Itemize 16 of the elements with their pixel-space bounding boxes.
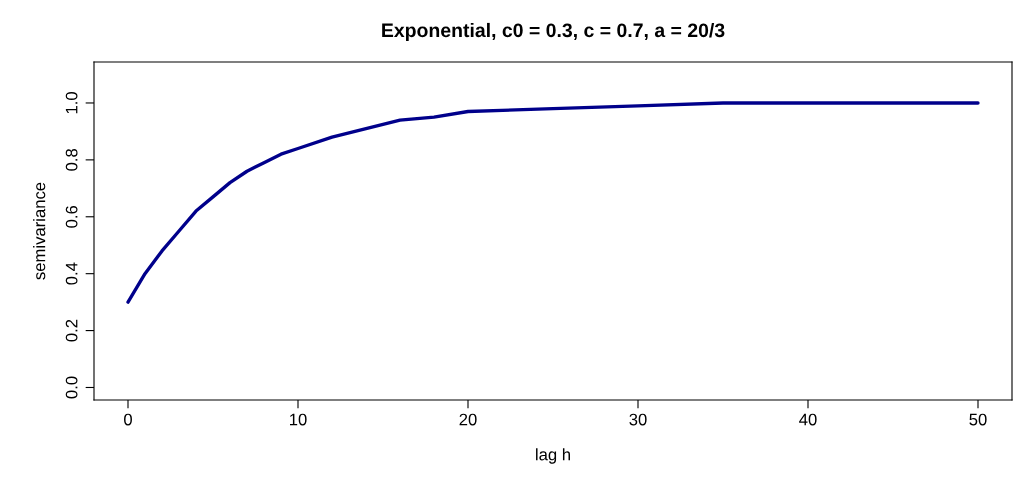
chart-title: Exponential, c0 = 0.3, c = 0.7, a = 20/3 [382,22,725,42]
x-axis-title: lag h [536,448,570,464]
y-tick-label: 0.6 [65,205,78,228]
x-tick-label: 50 [969,413,987,426]
x-tick-label: 40 [799,413,817,426]
x-tick-label: 20 [459,413,477,426]
x-tick-label: 10 [290,413,307,426]
y-tick-label: 1.0 [65,92,78,114]
y-tick-label: 0.4 [65,262,78,285]
y-tick-label: 0.8 [65,149,78,171]
y-tick-label: 0.0 [65,376,78,399]
line-series [126,101,980,304]
y-tick-label: 0.2 [65,319,78,342]
y-axis-title: semivariance [33,182,46,280]
x-tick-label: 0 [124,413,132,426]
x-tick-label: 30 [629,413,647,426]
